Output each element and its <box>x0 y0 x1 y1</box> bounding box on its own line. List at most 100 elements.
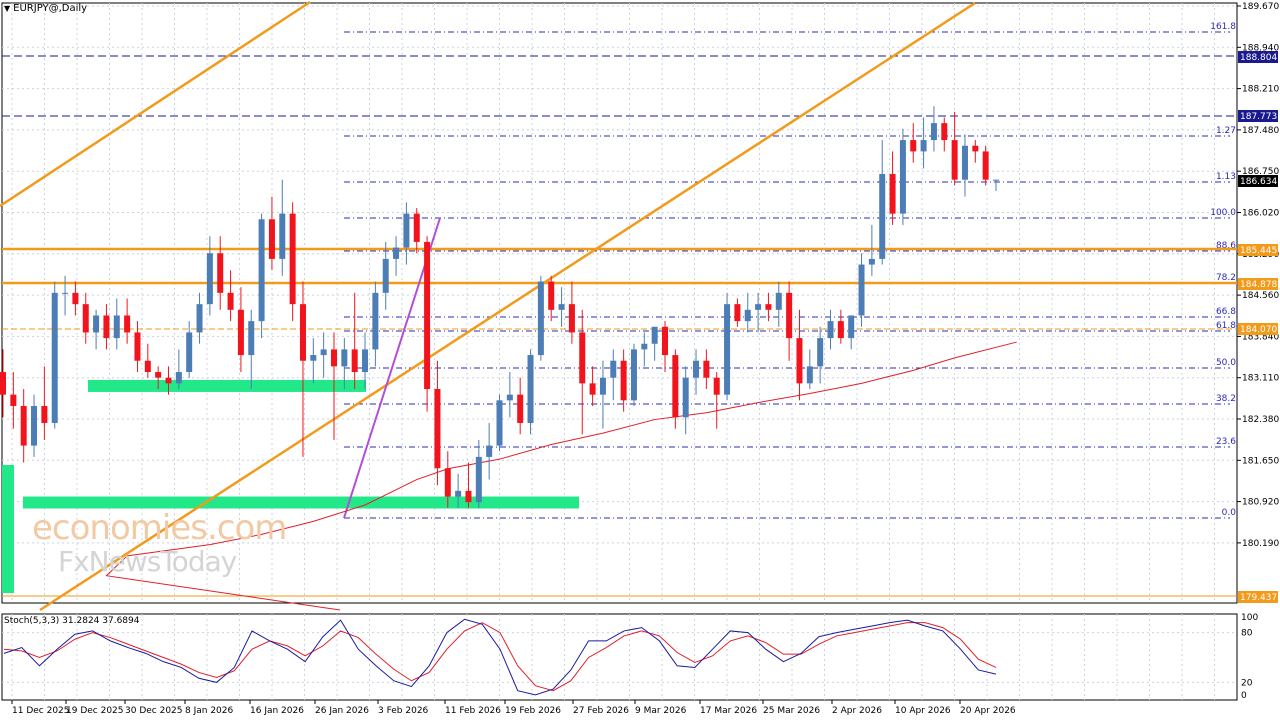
candle-body <box>310 355 317 361</box>
price-tag-box <box>1238 175 1278 187</box>
price-tag-label: 179.437 <box>1240 593 1277 603</box>
price-tick-label: 180.920 <box>1242 498 1279 508</box>
candle-body <box>289 213 296 305</box>
candle-body <box>982 151 989 180</box>
candle-body <box>755 304 762 310</box>
candle-body <box>527 355 534 423</box>
candle-body <box>972 145 979 152</box>
candle-body <box>827 321 834 339</box>
candle-body <box>475 456 482 503</box>
date-tick-label: 30 Dec 2025 <box>125 706 183 716</box>
candle-body <box>124 315 131 333</box>
candle-body <box>858 264 865 316</box>
stoch-axis-label: 80 <box>1241 629 1253 639</box>
price-tag-label: 187.773 <box>1240 112 1277 122</box>
candle-body <box>641 343 648 350</box>
candle-body <box>382 258 389 293</box>
candle-body <box>558 304 565 310</box>
candle-body <box>31 405 38 446</box>
candle-body <box>786 292 793 339</box>
fib-level-label: 23.6 <box>1216 437 1236 447</box>
price-tick-label: 186.020 <box>1242 209 1279 219</box>
candle-body <box>775 292 782 310</box>
candle-body <box>279 213 286 259</box>
candle-body <box>848 315 855 339</box>
candle-body <box>393 247 400 259</box>
moving-average-line <box>105 341 1017 611</box>
candle-body <box>662 326 668 356</box>
candle-body <box>910 140 917 152</box>
price-tag-box <box>1238 110 1278 122</box>
collapse-triangle-icon[interactable]: ▼ <box>4 4 11 13</box>
candle-body <box>610 360 617 378</box>
candle-body <box>899 140 906 214</box>
candle-body <box>10 394 17 406</box>
date-tick-label: 9 Mar 2026 <box>635 706 687 716</box>
candle-body <box>682 377 689 418</box>
fib-level-label: 161.8 <box>1210 22 1236 32</box>
candle-body <box>651 326 658 344</box>
candle-body <box>496 400 503 446</box>
fib-anchor-line <box>343 217 441 519</box>
candle-body <box>206 253 213 305</box>
price-tick-label: 184.560 <box>1242 291 1279 301</box>
candle-body <box>879 174 886 259</box>
candle-body <box>331 349 337 367</box>
price-tag-label: 184.070 <box>1240 325 1277 335</box>
candle-body <box>351 349 358 373</box>
candle-body <box>155 372 162 378</box>
candle-body <box>62 292 69 294</box>
candle-body <box>579 332 586 384</box>
candle-body <box>620 360 627 401</box>
price-tag-label: 188.804 <box>1240 53 1277 63</box>
candle-body <box>134 332 141 361</box>
candle-body <box>248 321 255 356</box>
candle-body <box>72 292 79 305</box>
candle-body <box>144 360 151 373</box>
candle-body <box>196 304 203 333</box>
candle-body <box>796 338 803 384</box>
support-zone-left <box>2 465 14 593</box>
price-tick-label: 188.940 <box>1242 43 1279 53</box>
price-tag-box <box>1238 51 1278 63</box>
price-tag-label: 186.634 <box>1240 177 1277 187</box>
candle-body <box>444 468 451 497</box>
chart-title: ▼ EURJPY@,Daily <box>4 3 87 14</box>
price-tick-label: 186.750 <box>1242 167 1279 177</box>
candle-body <box>517 394 524 423</box>
stoch-axis-label: 20 <box>1241 678 1253 688</box>
price-tick-label: 183.110 <box>1242 374 1279 384</box>
candle-body <box>568 304 575 333</box>
candle-body <box>217 253 224 293</box>
candle-body <box>93 315 100 333</box>
candle-body <box>41 405 48 423</box>
stoch-axis-label: 100 <box>1241 613 1258 623</box>
candle-body <box>806 366 813 384</box>
candle-body <box>227 292 234 310</box>
date-tick-label: 3 Feb 2026 <box>378 706 429 716</box>
price-tick-label: 188.210 <box>1242 85 1279 95</box>
candle-body <box>734 304 741 322</box>
fib-level-label: 78.2 <box>1216 273 1236 283</box>
date-tick-label: 8 Jan 2026 <box>185 706 233 716</box>
date-tick-label: 2 Apr 2026 <box>832 706 882 716</box>
support-zone-lower <box>23 496 579 509</box>
watermark-economies: economies.com <box>32 508 287 548</box>
candle-body <box>175 372 182 384</box>
price-tag-label: 184.878 <box>1240 280 1277 290</box>
price-tick-label: 181.650 <box>1242 456 1279 466</box>
candle-body <box>506 394 513 401</box>
price-tick-label: 189.670 <box>1242 2 1279 12</box>
candle-body <box>744 309 751 322</box>
candle-body <box>268 219 275 259</box>
channel-lower-line <box>39 1 976 612</box>
fib-level-label: 88.6 <box>1216 241 1236 251</box>
candle-body <box>703 360 710 378</box>
date-tick-label: 19 Feb 2026 <box>505 706 561 716</box>
price-tag-box <box>1238 591 1278 603</box>
date-tick-label: 16 Jan 2026 <box>250 706 304 716</box>
candle-body <box>186 332 193 373</box>
candle-body <box>993 179 999 181</box>
